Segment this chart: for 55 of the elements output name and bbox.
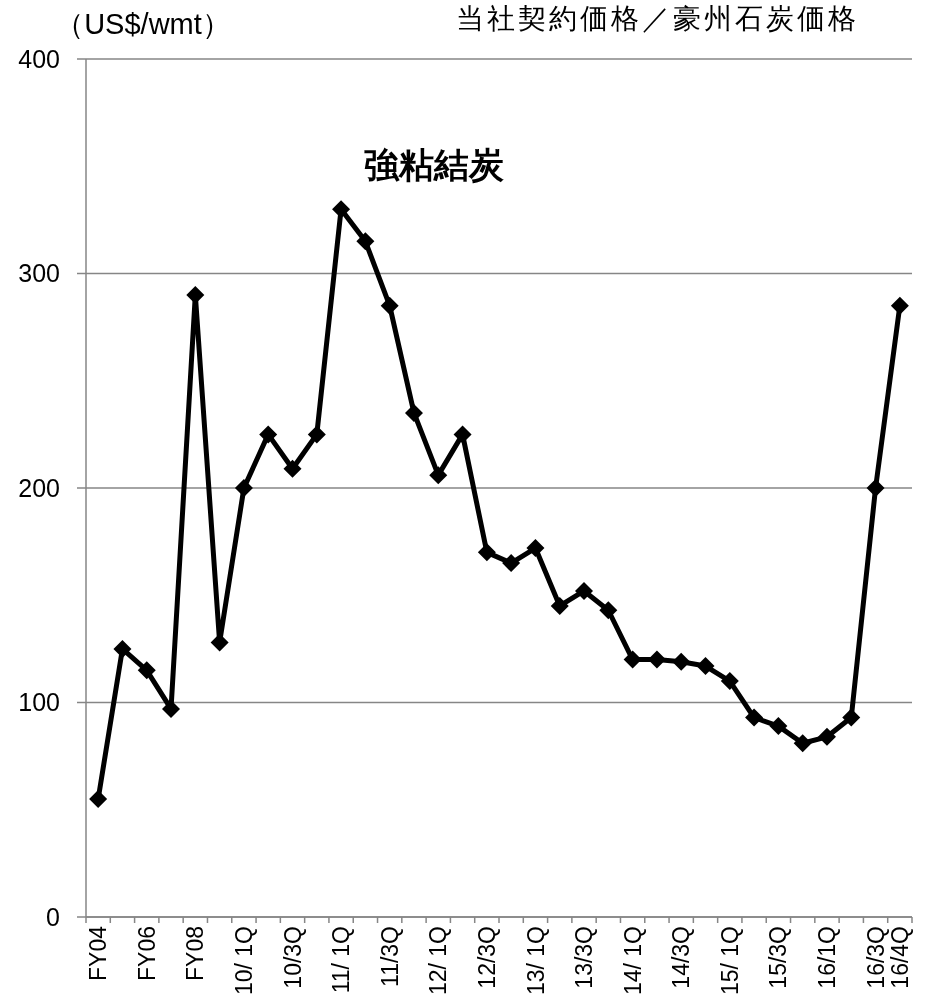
- point: [356, 232, 375, 251]
- point: [186, 285, 205, 304]
- point: [890, 296, 909, 315]
- point: [866, 479, 885, 497]
- series-label: 強粘結炭: [364, 145, 504, 184]
- x-tick-label: 15/3Q: [765, 926, 792, 989]
- point: [599, 601, 618, 620]
- point: [404, 403, 423, 422]
- x-tick-label: 13/3Q: [571, 926, 598, 989]
- y-tick-label: 100: [18, 688, 60, 717]
- point: [234, 479, 253, 497]
- x-tick-label: 12/3Q: [473, 926, 500, 989]
- point: [307, 425, 326, 444]
- point: [745, 708, 764, 727]
- x-tick-label: 16/3Q: [862, 926, 889, 989]
- x-tick-label: FY08: [182, 926, 209, 981]
- point: [550, 596, 569, 615]
- point: [720, 672, 739, 691]
- x-tick-label: 12/ 1Q: [425, 926, 452, 996]
- point: [137, 661, 156, 680]
- point: [575, 581, 594, 600]
- chart-title: 当社契約価格／豪州石炭価格: [455, 3, 859, 34]
- x-tick-label: 15/ 1Q: [716, 926, 743, 996]
- point: [696, 657, 715, 676]
- x-tick-label: 13/ 1Q: [522, 926, 549, 996]
- y-tick-label: 300: [18, 259, 60, 288]
- point: [672, 652, 691, 671]
- point: [502, 554, 521, 573]
- y-tick-label: 200: [18, 473, 60, 502]
- point: [769, 717, 788, 736]
- x-tick-label: FY04: [85, 925, 112, 981]
- x-tick-label: FY06: [133, 926, 160, 981]
- point: [477, 543, 496, 562]
- point: [817, 727, 836, 746]
- y-axis-title: （US$/wmt）: [55, 8, 231, 40]
- point: [113, 639, 132, 658]
- point: [793, 734, 812, 753]
- point: [526, 539, 545, 558]
- point: [283, 459, 302, 478]
- y-tick-label: 400: [18, 44, 60, 73]
- point: [89, 790, 108, 809]
- x-tick-label: 16/1Q: [814, 926, 841, 989]
- point: [429, 466, 448, 485]
- point: [453, 425, 472, 444]
- point: [842, 708, 861, 727]
- x-tick-label: 14/3Q: [668, 926, 695, 989]
- x-tick-label: 14/ 1Q: [619, 926, 646, 996]
- y-tick-label: 0: [46, 902, 60, 931]
- x-tick-label: 11/ 1Q: [328, 926, 355, 994]
- point: [380, 296, 399, 315]
- point: [332, 200, 351, 219]
- x-tick-label: 10/3Q: [279, 926, 306, 989]
- point: [259, 425, 278, 444]
- x-tick-label: 10/ 1Q: [230, 926, 257, 996]
- x-tick-label: 11/3Q: [376, 926, 403, 987]
